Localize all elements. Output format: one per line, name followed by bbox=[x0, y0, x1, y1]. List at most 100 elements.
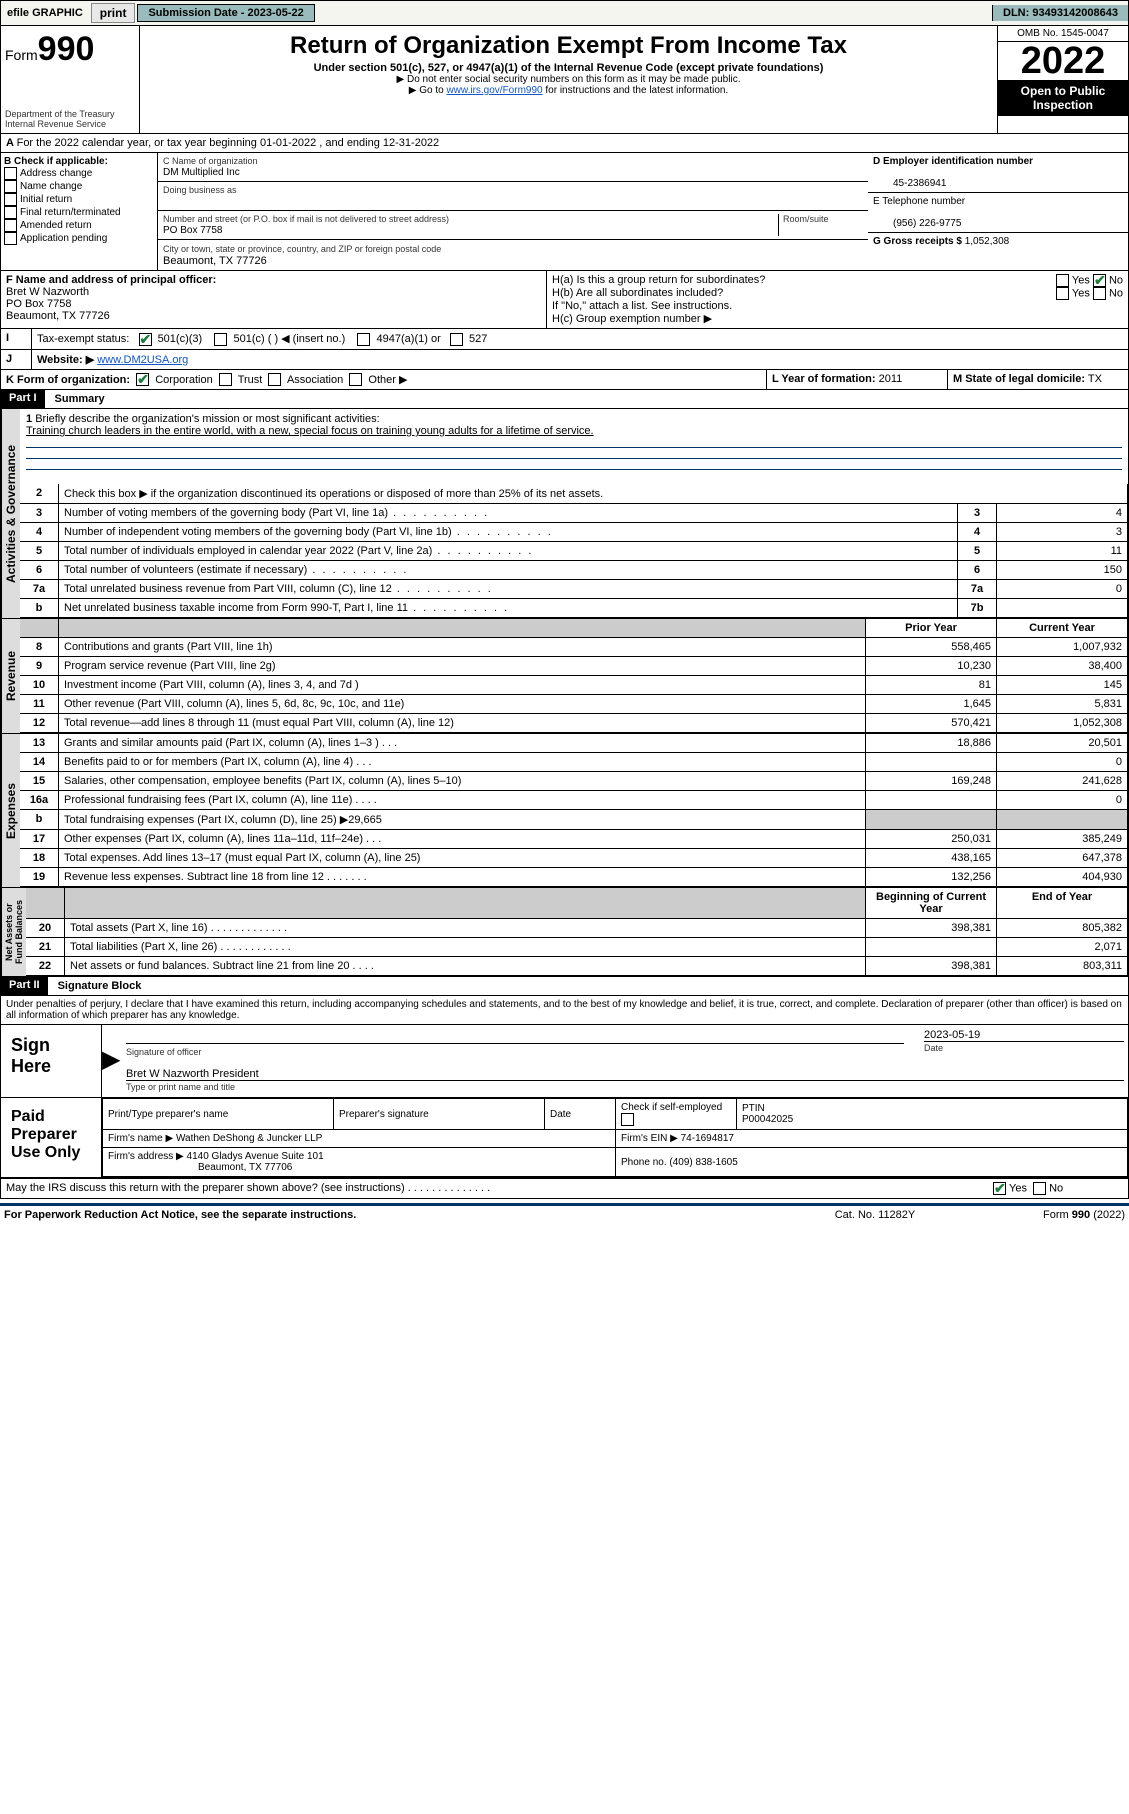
chk-discuss-no[interactable] bbox=[1033, 1182, 1046, 1195]
part1-governance: Activities & Governance 1 Briefly descri… bbox=[0, 409, 1129, 619]
state-domicile: TX bbox=[1088, 373, 1102, 385]
chk-hb-yes[interactable] bbox=[1056, 287, 1069, 300]
header-left: Form990 Department of the Treasury Inter… bbox=[1, 26, 140, 133]
part2-header: Part IISignature Block bbox=[0, 977, 1129, 996]
chk-501c[interactable] bbox=[214, 333, 227, 346]
officer-print: Bret W Nazworth President bbox=[126, 1068, 259, 1080]
officer-name: Bret W Nazworth bbox=[6, 286, 89, 298]
table-row: 16aProfessional fundraising fees (Part I… bbox=[20, 791, 1128, 810]
table-row: 19Revenue less expenses. Subtract line 1… bbox=[20, 868, 1128, 887]
chk-527[interactable] bbox=[450, 333, 463, 346]
form-subtitle: Under section 501(c), 527, or 4947(a)(1)… bbox=[144, 62, 993, 74]
line-a: A For the 2022 calendar year, or tax yea… bbox=[0, 134, 1129, 153]
website-link[interactable]: www.DM2USA.org bbox=[97, 354, 188, 366]
table-row: 5Total number of individuals employed in… bbox=[20, 542, 1128, 561]
tab-netassets: Net Assets orFund Balances bbox=[1, 888, 26, 976]
section-bcdefg: B Check if applicable: Address change Na… bbox=[0, 153, 1129, 271]
phone: (956) 226-9775 bbox=[873, 218, 961, 229]
signature-block: Sign Here ▶ Signature of officer 2023-05… bbox=[0, 1025, 1129, 1179]
firm-addr: 4140 Gladys Avenue Suite 101 bbox=[187, 1151, 324, 1162]
instructions-link[interactable]: www.irs.gov/Form990 bbox=[446, 85, 542, 96]
firm-phone: (409) 838-1605 bbox=[669, 1157, 737, 1168]
form-number: Form990 bbox=[5, 30, 135, 69]
gross-receipts: 1,052,308 bbox=[965, 236, 1010, 247]
line-j: J Website: ▶ www.DM2USA.org bbox=[0, 350, 1129, 370]
table-row: 9Program service revenue (Part VIII, lin… bbox=[20, 657, 1128, 676]
tax-year: 2022 bbox=[998, 42, 1128, 80]
chk-app-pending[interactable] bbox=[4, 232, 17, 245]
form-header: Form990 Department of the Treasury Inter… bbox=[0, 26, 1129, 134]
col-c: C Name of organizationDM Multiplied Inc … bbox=[158, 153, 868, 270]
chk-name-change[interactable] bbox=[4, 180, 17, 193]
table-row: 14Benefits paid to or for members (Part … bbox=[20, 753, 1128, 772]
discuss-row: May the IRS discuss this return with the… bbox=[0, 1179, 1129, 1199]
chk-4947[interactable] bbox=[357, 333, 370, 346]
part1-revenue: Revenue Prior YearCurrent Year8Contribut… bbox=[0, 619, 1129, 734]
tab-activities: Activities & Governance bbox=[1, 409, 20, 618]
chk-discuss-yes[interactable] bbox=[993, 1182, 1006, 1195]
table-row: 13Grants and similar amounts paid (Part … bbox=[20, 734, 1128, 753]
table-row: 22Net assets or fund balances. Subtract … bbox=[26, 957, 1128, 976]
form-title: Return of Organization Exempt From Incom… bbox=[144, 32, 993, 60]
chk-501c3[interactable] bbox=[139, 333, 152, 346]
print-button[interactable]: print bbox=[91, 3, 136, 23]
chk-hb-no[interactable] bbox=[1093, 287, 1106, 300]
chk-final-return[interactable] bbox=[4, 206, 17, 219]
submission-date: Submission Date - 2023-05-22 bbox=[137, 4, 314, 22]
mission-text: Training church leaders in the entire wo… bbox=[26, 425, 594, 437]
chk-trust[interactable] bbox=[219, 373, 232, 386]
sign-here-label: Sign Here bbox=[1, 1025, 102, 1097]
col-d: D Employer identification number45-23869… bbox=[868, 153, 1128, 270]
note-link: ▶ Go to www.irs.gov/Form990 for instruct… bbox=[144, 85, 993, 96]
table-row: 8Contributions and grants (Part VIII, li… bbox=[20, 638, 1128, 657]
footer: For Paperwork Reduction Act Notice, see … bbox=[0, 1207, 1129, 1223]
note-ssn: ▶ Do not enter social security numbers o… bbox=[144, 74, 993, 85]
table-row: 12Total revenue—add lines 8 through 11 (… bbox=[20, 714, 1128, 733]
paid-preparer-label: Paid Preparer Use Only bbox=[1, 1098, 102, 1177]
table-row: 7aTotal unrelated business revenue from … bbox=[20, 580, 1128, 599]
preparer-table: Print/Type preparer's name Preparer's si… bbox=[102, 1098, 1128, 1177]
chk-address-change[interactable] bbox=[4, 167, 17, 180]
firm-ein: 74-1694817 bbox=[681, 1133, 734, 1144]
col-b: B Check if applicable: Address change Na… bbox=[1, 153, 158, 270]
dln: DLN: 93493142008643 bbox=[992, 5, 1128, 21]
sig-date: 2023-05-19 bbox=[924, 1029, 980, 1041]
tab-revenue: Revenue bbox=[1, 619, 20, 733]
header-right: OMB No. 1545-0047 2022 Open to Public In… bbox=[997, 26, 1128, 133]
table-row: 21Total liabilities (Part X, line 26) . … bbox=[26, 938, 1128, 957]
table-row: 6Total number of volunteers (estimate if… bbox=[20, 561, 1128, 580]
table-row: 15Salaries, other compensation, employee… bbox=[20, 772, 1128, 791]
table-row: 11Other revenue (Part VIII, column (A), … bbox=[20, 695, 1128, 714]
chk-self-employed[interactable] bbox=[621, 1113, 634, 1126]
part1-expenses: Expenses 13Grants and similar amounts pa… bbox=[0, 734, 1129, 888]
governance-table: 2Check this box ▶ if the organization di… bbox=[20, 484, 1128, 504]
chk-ha-yes[interactable] bbox=[1056, 274, 1069, 287]
chk-ha-no[interactable] bbox=[1093, 274, 1106, 287]
chk-amended[interactable] bbox=[4, 219, 17, 232]
efile-label: efile GRAPHIC bbox=[1, 5, 89, 21]
ptin: P00042025 bbox=[742, 1114, 793, 1125]
org-name: DM Multiplied Inc bbox=[163, 167, 240, 178]
part1-header: Part ISummary bbox=[0, 390, 1129, 409]
table-row: 3Number of voting members of the governi… bbox=[20, 504, 1128, 523]
table-row: 18Total expenses. Add lines 13–17 (must … bbox=[20, 849, 1128, 868]
year-formation: 2011 bbox=[879, 373, 903, 385]
table-row: bNet unrelated business taxable income f… bbox=[20, 599, 1128, 618]
section-fh: F Name and address of principal officer:… bbox=[0, 271, 1129, 329]
dept-label: Department of the Treasury bbox=[5, 109, 135, 119]
table-row: 4Number of independent voting members of… bbox=[20, 523, 1128, 542]
tab-expenses: Expenses bbox=[1, 734, 20, 887]
table-row: 10Investment income (Part VIII, column (… bbox=[20, 676, 1128, 695]
top-bar: efile GRAPHIC print Submission Date - 20… bbox=[0, 0, 1129, 26]
chk-initial-return[interactable] bbox=[4, 193, 17, 206]
table-row: bTotal fundraising expenses (Part IX, co… bbox=[20, 810, 1128, 830]
header-mid: Return of Organization Exempt From Incom… bbox=[140, 26, 997, 133]
part1-netassets: Net Assets orFund Balances Beginning of … bbox=[0, 888, 1129, 977]
chk-corp[interactable] bbox=[136, 373, 149, 386]
penalty-statement: Under penalties of perjury, I declare th… bbox=[0, 996, 1129, 1025]
irs-label: Internal Revenue Service bbox=[5, 119, 135, 129]
open-to-public: Open to Public Inspection bbox=[998, 80, 1128, 116]
chk-assoc[interactable] bbox=[268, 373, 281, 386]
ein: 45-2386941 bbox=[873, 178, 946, 189]
chk-other[interactable] bbox=[349, 373, 362, 386]
